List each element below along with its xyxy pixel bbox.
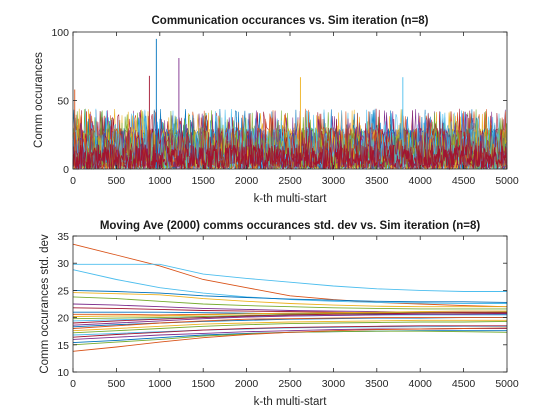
bottom-y-tick-label: 30 — [57, 258, 69, 270]
top-x-tick-label: 5000 — [495, 175, 519, 187]
bottom-series-line — [72, 325, 507, 336]
bottom-series-line — [73, 263, 507, 292]
top-x-tick-label: 2500 — [278, 175, 302, 187]
top-chart: Communication occurances vs. Sim iterati… — [33, 15, 519, 205]
bottom-series-line — [72, 310, 507, 317]
top-x-tick-label: 3500 — [365, 175, 389, 187]
bottom-x-tick-label: 500 — [108, 378, 126, 390]
bottom-series-line — [72, 312, 507, 324]
bottom-x-tick-label: 4500 — [452, 378, 476, 390]
bottom-x-ticks: 0 500 1000 1500 2000 2500 3000 3500 4000 4500 5000 — [70, 236, 519, 390]
bottom-x-tick-label: 1000 — [148, 378, 172, 390]
bottom-series-line — [72, 313, 508, 326]
bottom-y-tick-label: 25 — [57, 285, 69, 297]
top-y-axis-label: Comm occurances — [33, 52, 45, 148]
top-x-tick-label: 1000 — [148, 175, 172, 187]
bottom-series-line — [72, 317, 507, 329]
top-x-axis-label: k-th multi-start — [254, 193, 328, 205]
top-y-tick-label: 100 — [51, 27, 69, 39]
bottom-series-line — [72, 289, 508, 303]
bottom-x-tick-label: 2000 — [235, 378, 259, 390]
bottom-x-tick-label: 5000 — [495, 378, 519, 390]
top-y-tick-label: 0 — [63, 164, 69, 176]
bottom-x-tick-label: 0 — [70, 378, 76, 390]
top-chart-title: Communication occurances vs. Sim iterati… — [151, 15, 428, 27]
bottom-plot-area — [73, 236, 507, 372]
bottom-x-tick-label: 3500 — [365, 378, 389, 390]
top-x-tick-label: 0 — [70, 175, 76, 187]
bottom-x-tick-label: 3000 — [322, 378, 346, 390]
top-y-ticks: 0 50 100 — [51, 27, 507, 176]
bottom-y-axis-label: Comm occurances std. dev — [39, 234, 51, 374]
top-x-tick-label: 1500 — [192, 175, 216, 187]
bottom-series-line — [72, 320, 508, 334]
bottom-series-line — [72, 327, 508, 352]
bottom-y-tick-label: 10 — [57, 367, 69, 379]
top-x-tick-label: 4000 — [409, 175, 433, 187]
bottom-series-line — [72, 325, 507, 338]
top-x-tick-label: 500 — [108, 175, 126, 187]
bottom-series-line — [72, 319, 507, 332]
bottom-chart: Moving Ave (2000) comms occurances std. … — [39, 220, 519, 408]
top-y-tick-label: 50 — [57, 96, 69, 108]
bottom-x-tick-label: 1500 — [192, 378, 216, 390]
bottom-series-line — [72, 292, 507, 308]
bottom-y-tick-label: 20 — [57, 313, 69, 325]
bottom-x-tick-label: 2500 — [278, 378, 302, 390]
top-series-line — [72, 108, 507, 171]
top-x-tick-label: 4500 — [452, 175, 476, 187]
bottom-y-ticks: 10 15 20 25 30 35 — [57, 231, 507, 379]
bottom-y-tick-label: 15 — [57, 340, 69, 352]
bottom-series-line — [72, 269, 507, 304]
top-series-line-base — [72, 144, 508, 171]
bottom-x-axis-label: k-th multi-start — [254, 396, 328, 408]
bottom-series-line — [72, 303, 507, 313]
top-x-tick-label: 3000 — [322, 175, 346, 187]
bottom-chart-title: Moving Ave (2000) comms occurances std. … — [100, 220, 481, 232]
top-x-tick-label: 2000 — [235, 175, 259, 187]
bottom-series-line — [72, 296, 507, 310]
bottom-y-tick-label: 35 — [57, 231, 69, 243]
top-x-ticks: 0 500 1000 1500 2000 2500 3000 3500 4000 4500 5000 — [70, 32, 519, 187]
bottom-series-group — [72, 243, 508, 352]
bottom-x-tick-label: 4000 — [409, 378, 433, 390]
bottom-series-line — [72, 243, 508, 308]
